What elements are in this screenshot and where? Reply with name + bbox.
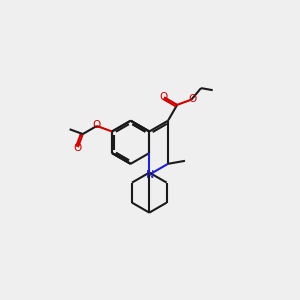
Text: O: O: [73, 143, 81, 153]
Text: O: O: [93, 120, 101, 130]
Text: O: O: [188, 94, 196, 104]
Text: N: N: [146, 170, 154, 180]
Text: O: O: [159, 92, 167, 101]
